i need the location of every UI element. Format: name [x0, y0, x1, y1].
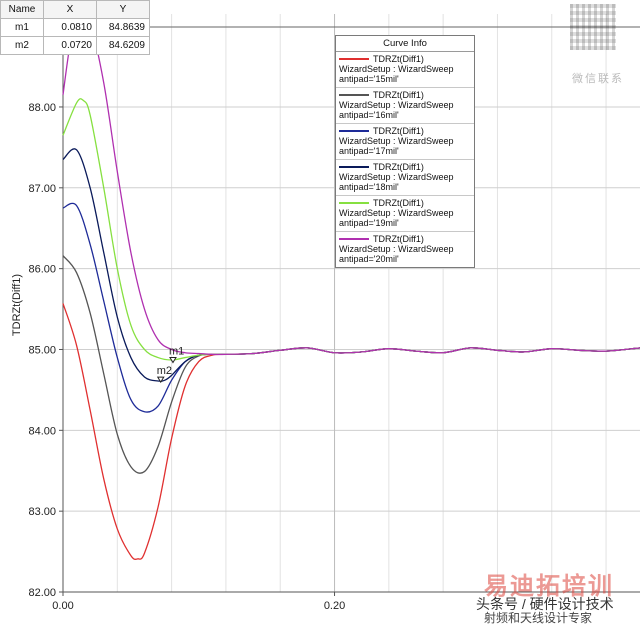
- marker-m1-label: m1: [169, 345, 184, 357]
- legend-items: TDRZt(Diff1) WizardSetup : WizardSweep ant…: [336, 52, 474, 267]
- watermark-brand: 易迪拓培训: [484, 573, 614, 600]
- series-line-antipad16mil[interactable]: [62, 255, 640, 474]
- marker-table-header-y: Y: [96, 0, 150, 19]
- legend-series-name: TDRZt(Diff1): [373, 90, 424, 100]
- legend-antipad: antipad='18mil': [339, 182, 399, 192]
- legend-item[interactable]: TDRZt(Diff1) WizardSetup : WizardSweep ant…: [336, 196, 474, 232]
- series-line-antipad20mil[interactable]: [62, 16, 640, 356]
- series-line-antipad15mil[interactable]: [62, 303, 640, 560]
- legend-antipad: antipad='19mil': [339, 218, 399, 228]
- y-tick-label: 82.00: [28, 587, 56, 599]
- legend-series-name: TDRZt(Diff1): [373, 54, 424, 64]
- legend-item[interactable]: TDRZt(Diff1) WizardSetup : WizardSweep ant…: [336, 52, 474, 88]
- legend-series-name: TDRZt(Diff1): [373, 198, 424, 208]
- legend-setup: WizardSetup : WizardSweep: [339, 172, 454, 182]
- legend-antipad: antipad='17mil': [339, 146, 399, 156]
- marker-x: 0.0720: [43, 36, 97, 55]
- x-tick-label: 0.20: [324, 600, 345, 612]
- y-tick-label: 84.00: [28, 425, 56, 437]
- legend-series-name: TDRZt(Diff1): [373, 126, 424, 136]
- marker-y: 84.6209: [96, 36, 150, 55]
- legend-setup: WizardSetup : WizardSweep: [339, 64, 454, 74]
- marker-name: m1: [0, 18, 44, 37]
- marker-m1-triangle: [169, 356, 177, 364]
- qr-caption: 微信联系: [572, 73, 624, 85]
- watermark-line1: 头条号 / 硬件设计技术: [476, 596, 614, 612]
- legend-antipad: antipad='16mil': [339, 110, 399, 120]
- legend-item[interactable]: TDRZt(Diff1) WizardSetup : WizardSweep ant…: [336, 88, 474, 124]
- y-axis-title: TDRZt(Diff1): [11, 274, 23, 336]
- qr-code-watermark: [570, 4, 616, 50]
- marker-m2-label: m2: [157, 365, 172, 377]
- marker-table-header-x: X: [43, 0, 97, 19]
- legend-item[interactable]: TDRZt(Diff1) WizardSetup : WizardSweep ant…: [336, 160, 474, 196]
- legend-swatch: [339, 166, 369, 168]
- legend-setup: WizardSetup : WizardSweep: [339, 100, 454, 110]
- legend-curve-info[interactable]: Curve Info TDRZt(Diff1) WizardSetup : Wiz…: [335, 35, 475, 268]
- marker-table-row: m2 0.0720 84.6209: [0, 36, 150, 55]
- legend-series-name: TDRZt(Diff1): [373, 234, 424, 244]
- axes: 82.00 83.00 84.00 85.00 86.00 87.00 88.00 0.00 0…: [28, 14, 640, 612]
- legend-series-name: TDRZt(Diff1): [373, 162, 424, 172]
- marker-x: 0.0810: [43, 18, 97, 37]
- legend-antipad: antipad='15mil': [339, 74, 399, 84]
- marker-table: Name X Y m1 0.0810 84.8639 m2 0.0720 84.…: [0, 0, 150, 55]
- y-tick-label: 87.00: [28, 183, 56, 195]
- y-tick-label: 85.00: [28, 344, 56, 356]
- legend-item[interactable]: TDRZt(Diff1) WizardSetup : WizardSweep ant…: [336, 124, 474, 160]
- marker-name: m2: [0, 36, 44, 55]
- legend-swatch: [339, 238, 369, 240]
- markers-group: m1 m2: [156, 345, 184, 384]
- y-tick-label: 88.00: [28, 102, 56, 114]
- legend-setup: WizardSetup : WizardSweep: [339, 136, 454, 146]
- marker-table-row: m1 0.0810 84.8639: [0, 18, 150, 37]
- x-tick-label: 0.00: [52, 600, 73, 612]
- marker-m2-triangle: [156, 376, 165, 384]
- legend-swatch: [339, 202, 369, 204]
- legend-swatch: [339, 58, 369, 60]
- series-group: [62, 16, 640, 560]
- watermark-line2: 射频和天线设计专家: [484, 611, 593, 625]
- legend-swatch: [339, 130, 369, 132]
- legend-item[interactable]: TDRZt(Diff1) WizardSetup : WizardSweep ant…: [336, 232, 474, 267]
- legend-setup: WizardSetup : WizardSweep: [339, 244, 454, 254]
- legend-swatch: [339, 94, 369, 96]
- legend-title: Curve Info: [336, 36, 474, 52]
- legend-antipad: antipad='20mil': [339, 254, 399, 264]
- y-tick-label: 83.00: [28, 506, 56, 518]
- y-tick-label: 86.00: [28, 264, 56, 276]
- marker-y: 84.8639: [96, 18, 150, 37]
- marker-table-header-name: Name: [0, 0, 44, 19]
- legend-setup: WizardSetup : WizardSweep: [339, 208, 454, 218]
